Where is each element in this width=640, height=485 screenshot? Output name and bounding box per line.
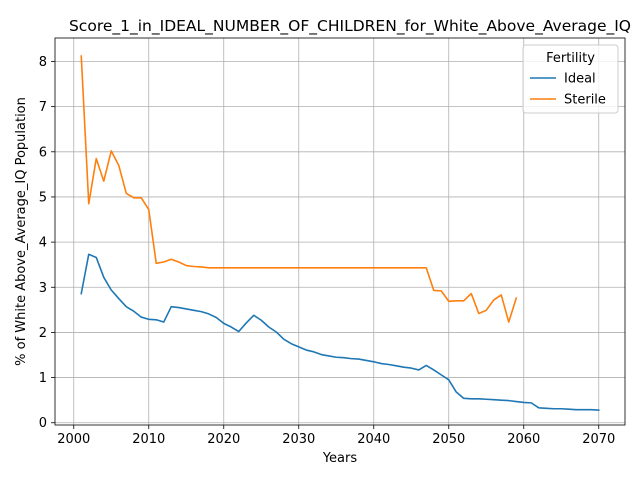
legend-label-ideal: Ideal: [564, 72, 596, 87]
y-tick-label: 5: [39, 190, 47, 205]
y-tick-label: 3: [39, 281, 47, 296]
y-tick-label: 8: [39, 55, 47, 70]
legend-box: [522, 44, 619, 114]
x-axis-label: Years: [322, 451, 358, 466]
y-tick-label: 1: [39, 371, 47, 386]
y-tick-label: 0: [39, 416, 47, 431]
y-tick-label: 7: [39, 100, 47, 115]
axes-frame: [54, 37, 626, 426]
y-tick-label: 2: [39, 326, 47, 341]
x-tick-label: 2010: [132, 432, 165, 447]
legend: Fertility Ideal Sterile: [522, 44, 619, 114]
series-layer: [80, 55, 600, 411]
legend-entries: Ideal Sterile: [530, 72, 606, 108]
series-line-ideal: [80, 253, 600, 411]
series-line-sterile: [80, 55, 518, 323]
ticks: 2000 2010 2020 2030 2040 2050 2060 2070 0 1 2 3 4 5 6 7…: [39, 55, 616, 447]
x-tick-label: 2030: [282, 432, 315, 447]
legend-title: Fertility: [546, 51, 595, 66]
x-tick-label: 2050: [432, 432, 465, 447]
x-tick-label: 2060: [507, 432, 540, 447]
y-tick-label: 6: [39, 145, 47, 160]
x-tick-label: 2000: [57, 432, 90, 447]
y-axis-label: % of White Above_Average_IQ Population: [14, 97, 29, 366]
x-tick-label: 2040: [357, 432, 390, 447]
x-tick-label: 2020: [207, 432, 240, 447]
legend-label-sterile: Sterile: [564, 93, 606, 108]
x-tick-label: 2070: [582, 432, 615, 447]
chart-title: Score_1_in_IDEAL_NUMBER_OF_CHILDREN_for_…: [69, 17, 631, 36]
y-tick-label: 4: [39, 236, 47, 251]
